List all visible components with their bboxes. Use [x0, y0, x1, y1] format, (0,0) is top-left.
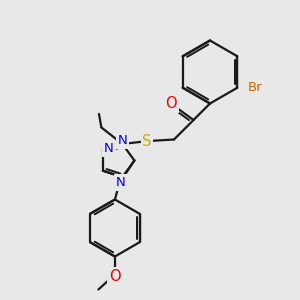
Text: S: S: [142, 134, 152, 148]
Text: Br: Br: [248, 81, 262, 94]
Text: O: O: [166, 96, 177, 111]
Text: N: N: [104, 142, 114, 155]
Text: N: N: [118, 134, 127, 147]
Text: N: N: [116, 176, 126, 189]
Text: O: O: [109, 269, 121, 284]
